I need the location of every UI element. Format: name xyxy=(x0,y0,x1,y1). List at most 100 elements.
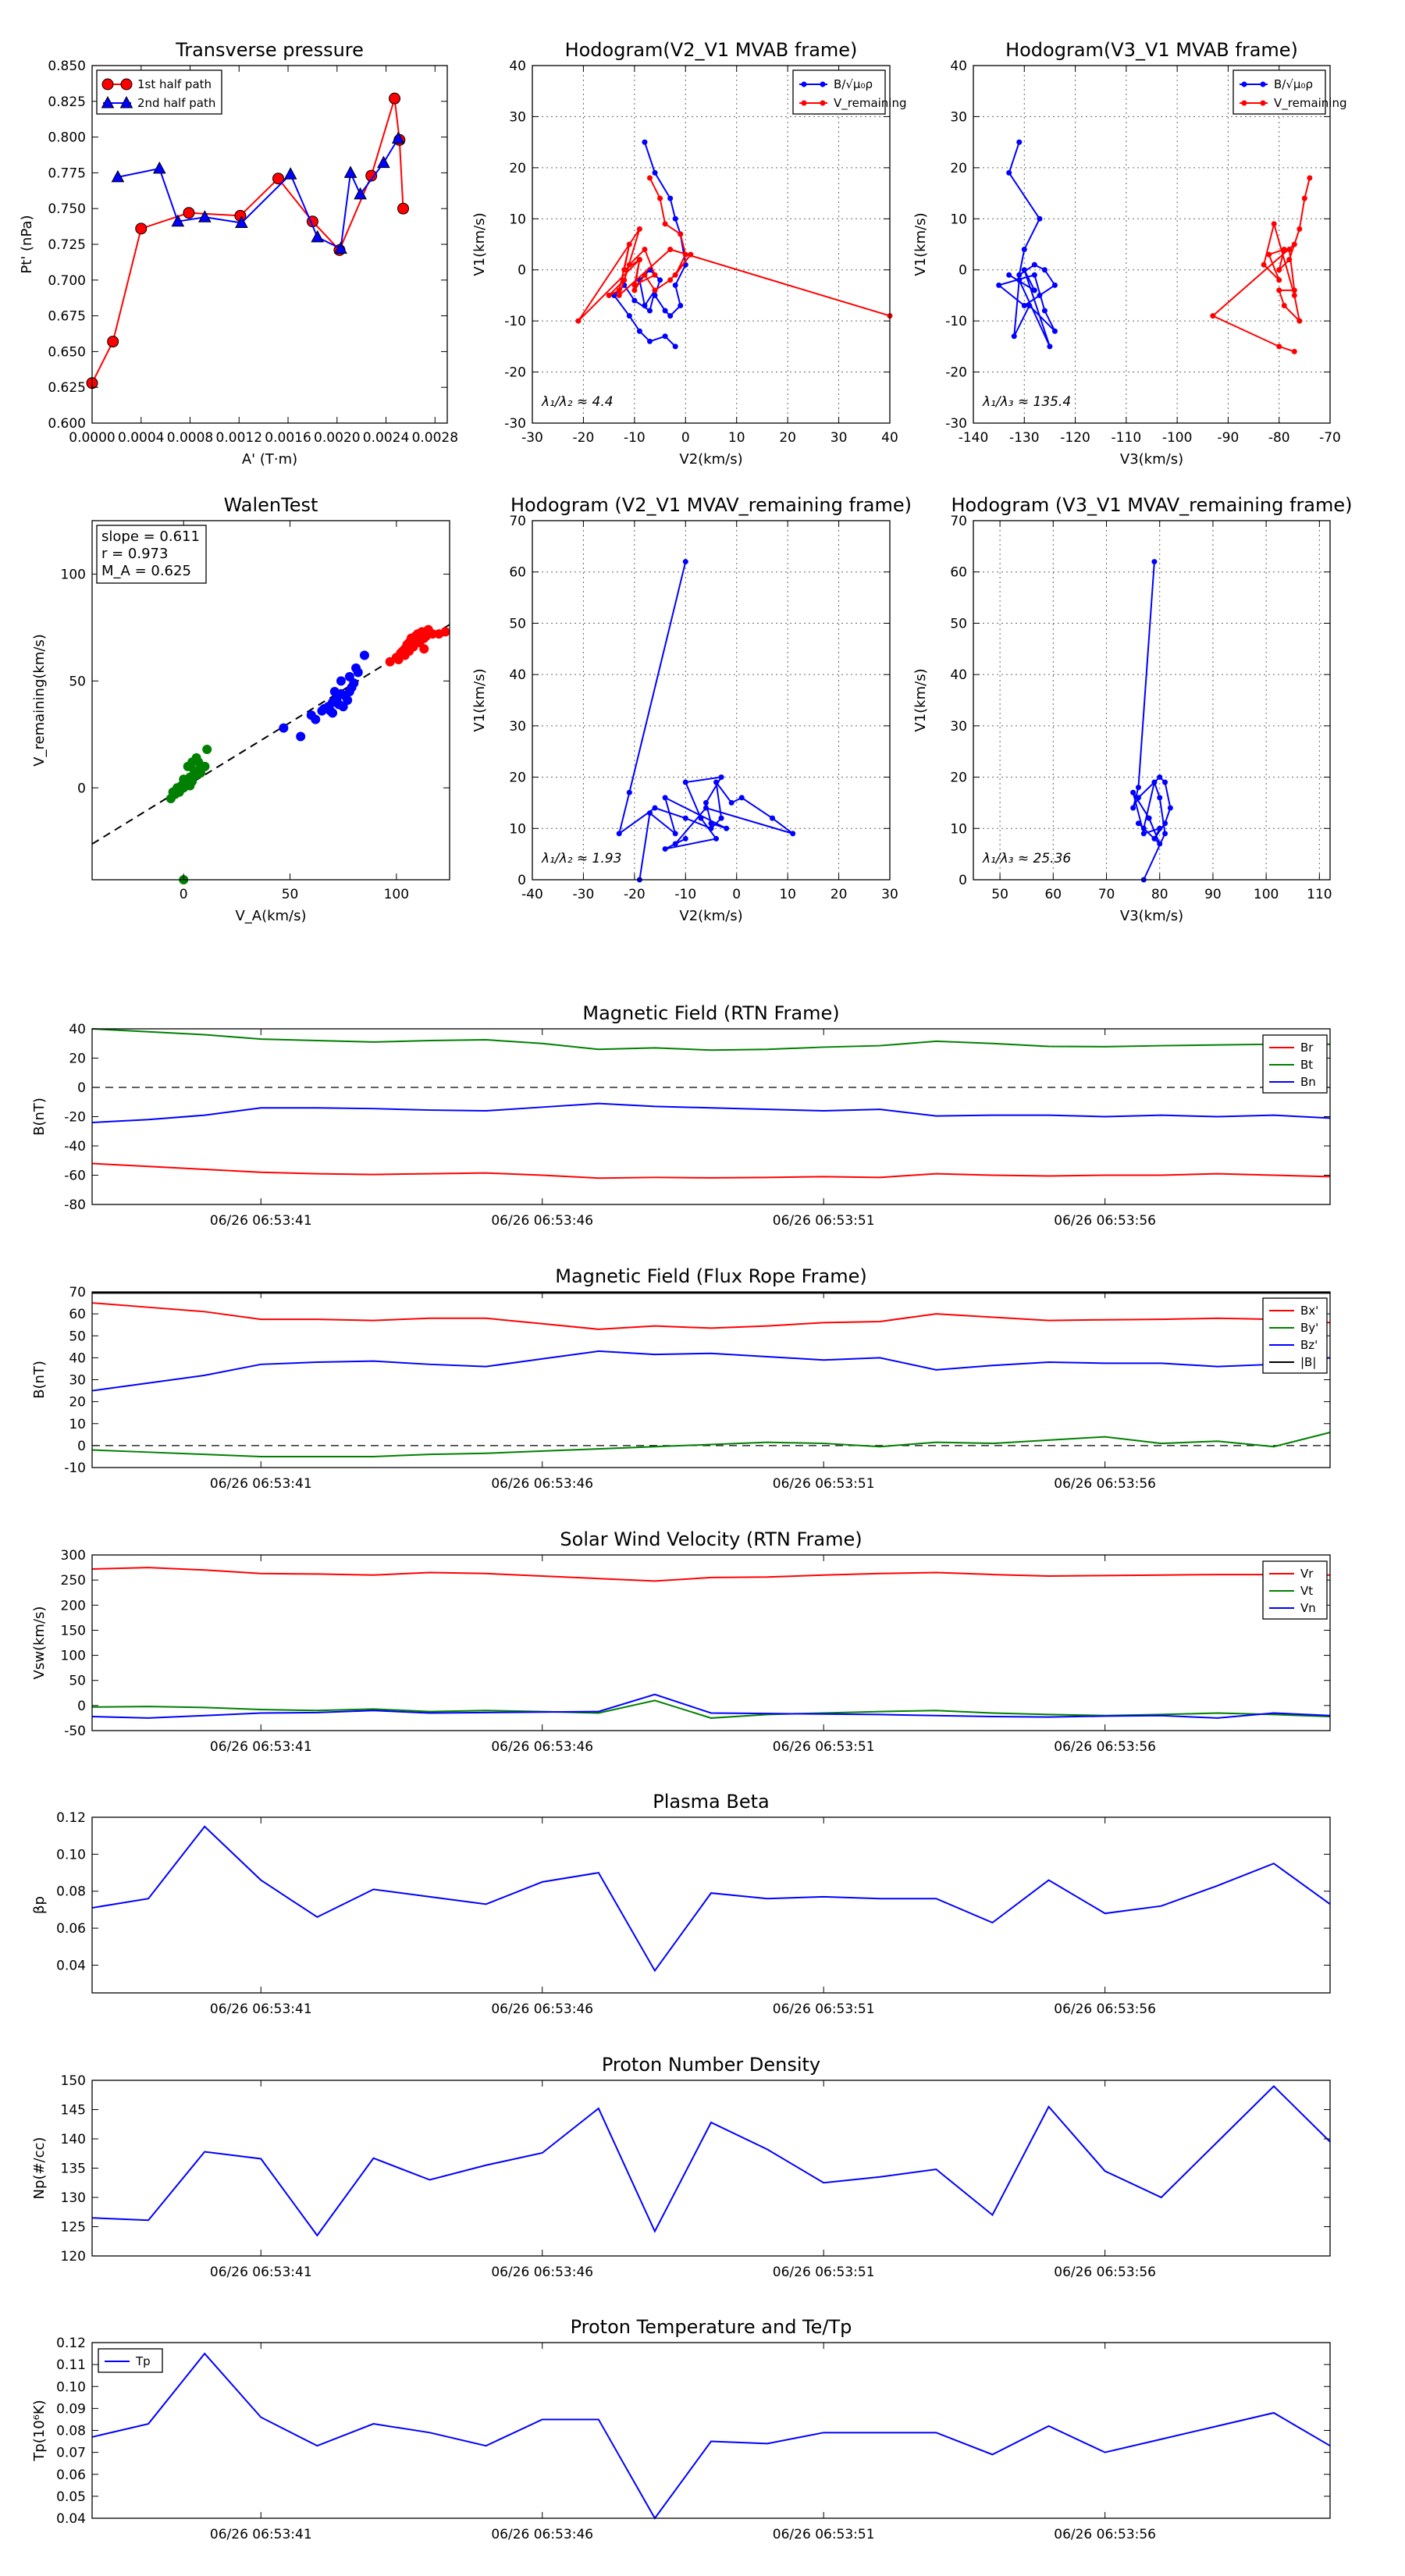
data-point xyxy=(1021,247,1027,253)
data-point xyxy=(702,799,709,806)
y-tick-label: 0.775 xyxy=(48,165,86,181)
x-tick-label: 06/26 06:53:41 xyxy=(210,2001,312,2017)
y-tick-label: 40 xyxy=(950,59,967,74)
data-point xyxy=(626,241,632,247)
stats-line: r = 0.973 xyxy=(101,546,168,562)
series-blue xyxy=(1130,559,1173,883)
y-tick-label: 0 xyxy=(518,873,526,888)
x-tick-label: 30 xyxy=(831,430,848,446)
legend-label: V_remaining xyxy=(1274,96,1347,111)
data-point xyxy=(626,262,632,268)
data-point xyxy=(365,169,378,182)
data-point xyxy=(1241,81,1247,87)
chart-hodo_mvav_v3: 50 60 70 80 90 100 110010203040506070Hodogram … xyxy=(912,494,1353,924)
chart-title: Transverse pressure xyxy=(175,39,364,61)
data-point xyxy=(996,282,1002,288)
data-point xyxy=(1151,559,1158,565)
plot-border xyxy=(532,520,891,881)
series-beta xyxy=(91,1825,1331,1973)
data-point xyxy=(1051,282,1058,288)
chart-beta: 06/26 06:53:41 06/26 06:53:46 06/26 06:53:… xyxy=(31,1791,1331,2017)
data-point xyxy=(296,731,306,742)
plot-border xyxy=(91,1554,1331,1731)
y-tick-label: 0.675 xyxy=(48,309,86,325)
data-point xyxy=(636,226,642,232)
y-axis-label: V1(km/s) xyxy=(471,212,488,276)
data-point xyxy=(1281,303,1287,309)
data-point xyxy=(728,799,735,806)
legend xyxy=(96,69,222,115)
data-point xyxy=(1291,292,1297,298)
y-tick-label: 60 xyxy=(950,565,967,581)
y-tick-label: -10 xyxy=(945,314,967,329)
data-point xyxy=(738,795,745,801)
y-tick-label: 50 xyxy=(950,616,967,632)
y-axis-label: βp xyxy=(31,1896,48,1914)
data-point xyxy=(1157,841,1163,847)
data-point xyxy=(770,815,776,821)
data-point xyxy=(354,187,367,200)
data-point xyxy=(621,277,628,283)
data-point xyxy=(1157,825,1163,831)
x-tick-label: 06/26 06:53:56 xyxy=(1054,2265,1156,2280)
legend-label: |B| xyxy=(1300,1355,1316,1369)
y-axis-label: V1(km/s) xyxy=(471,668,488,731)
data-point xyxy=(101,95,115,109)
data-point xyxy=(1297,226,1303,232)
chart-title: Magnetic Field (RTN Frame) xyxy=(582,1002,839,1024)
data-point xyxy=(174,785,184,795)
plot-area xyxy=(92,1555,1330,1731)
data-point xyxy=(642,272,648,278)
data-point xyxy=(1037,292,1043,298)
y-tick-label: 0 xyxy=(77,1699,86,1714)
data-point xyxy=(678,303,684,309)
y-tick-label: 30 xyxy=(509,109,526,125)
y-tick-label: 0.700 xyxy=(48,273,86,289)
x-tick-label: -130 xyxy=(1009,430,1040,446)
y-tick-label: 0 xyxy=(77,781,86,796)
stats-box xyxy=(96,525,207,584)
y-tick-label: -10 xyxy=(504,314,526,329)
plot-area xyxy=(92,1817,1330,1993)
data-point xyxy=(183,207,195,219)
chart-tp: 06/26 06:53:41 06/26 06:53:46 06/26 06:53:… xyxy=(31,2316,1331,2542)
y-tick-label: 20 xyxy=(950,161,967,176)
data-point xyxy=(1276,267,1282,273)
data-point xyxy=(336,676,346,686)
data-point xyxy=(1031,287,1037,294)
data-point xyxy=(616,287,622,294)
x-tick-label: 110 xyxy=(1307,887,1332,902)
data-point xyxy=(646,175,653,181)
data-point xyxy=(672,272,678,278)
data-point xyxy=(672,215,678,222)
data-point xyxy=(389,92,401,105)
legend xyxy=(792,69,886,115)
data-point xyxy=(672,831,678,837)
data-point xyxy=(801,81,807,87)
x-tick-label: -10 xyxy=(674,887,696,902)
data-point xyxy=(1291,241,1297,247)
data-point xyxy=(1021,303,1027,309)
data-point xyxy=(397,202,410,215)
data-point xyxy=(1271,221,1277,227)
legend-label: V_remaining xyxy=(834,96,907,111)
y-tick-label: -30 xyxy=(945,416,967,432)
y-tick-label: 0.12 xyxy=(56,1810,86,1826)
data-point xyxy=(662,333,668,340)
data-point xyxy=(662,221,668,227)
data-point xyxy=(1041,308,1048,314)
x-tick-label: 20 xyxy=(779,430,796,446)
y-tick-label: -10 xyxy=(64,1461,86,1476)
x-tick-label: -100 xyxy=(1162,430,1193,446)
y-tick-label: 20 xyxy=(950,770,967,786)
ratio-annotation: λ₁/λ₂ ≈ 1.93 xyxy=(541,851,621,866)
legend-label: 1st half path xyxy=(137,77,212,91)
data-point xyxy=(196,768,206,778)
data-point xyxy=(1135,785,1141,791)
y-tick-label: 10 xyxy=(69,1417,86,1432)
series-green xyxy=(165,744,212,884)
legend xyxy=(1232,69,1326,115)
y-tick-label: -30 xyxy=(504,416,526,432)
y-tick-label: -20 xyxy=(945,365,967,381)
chart-np: 06/26 06:53:41 06/26 06:53:46 06/26 06:53:… xyxy=(31,2054,1331,2280)
